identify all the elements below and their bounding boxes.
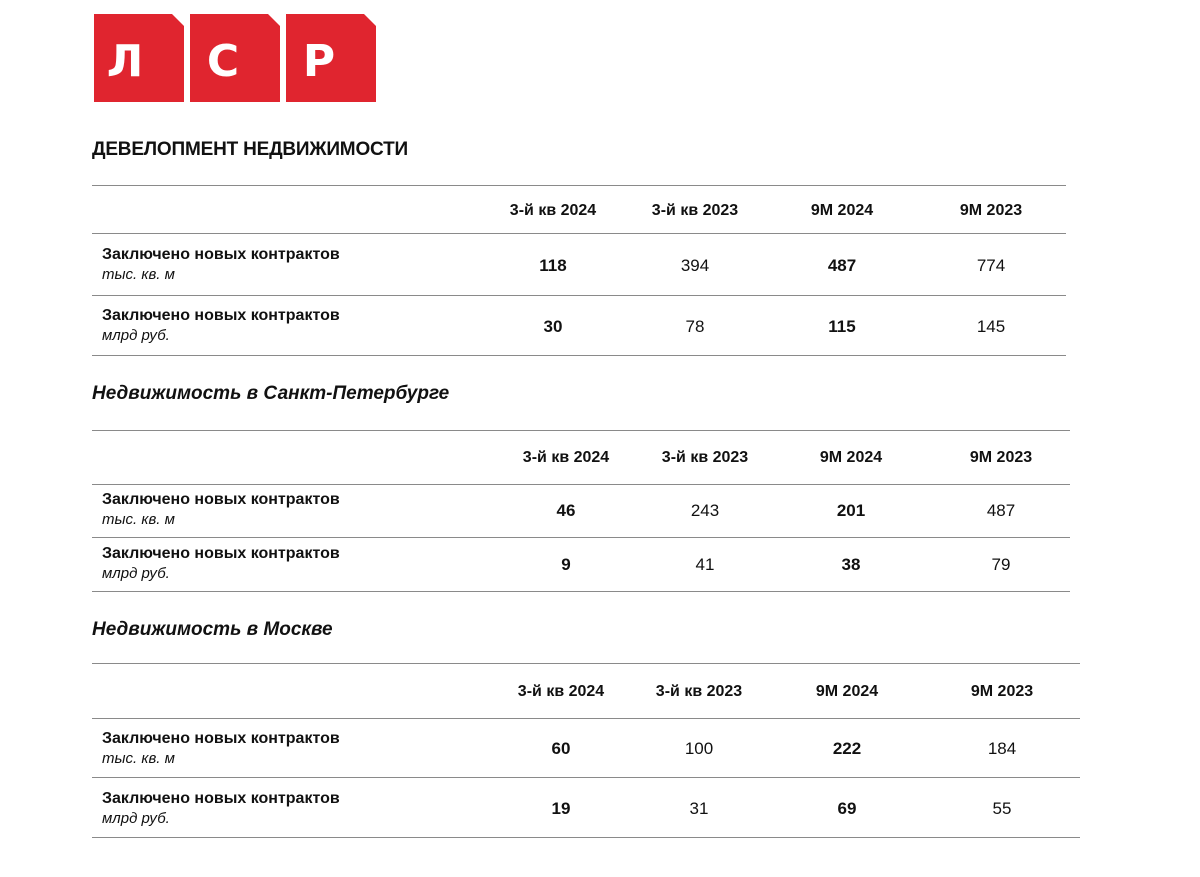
row-label: Заключено новых контрактов млрд руб.: [102, 306, 340, 346]
row-unit-text: млрд руб.: [102, 565, 170, 582]
lsr-logo: Л С Р: [94, 14, 376, 102]
table-cell: 115: [828, 317, 856, 336]
row-label: Заключено новых контрактов тыс. кв. м: [102, 490, 340, 530]
table-cell: 100: [684, 739, 714, 758]
table-cell: 222: [832, 739, 862, 758]
logo-letter-s: С: [207, 36, 239, 87]
row-label: Заключено новых контрактов млрд руб.: [102, 789, 340, 829]
row-label-text: Заключено новых контрактов: [102, 307, 340, 324]
table-cell: 46: [556, 501, 576, 520]
table-cell: 9: [561, 555, 571, 574]
col-header-q3-2023: 3-й кв 2023: [661, 449, 749, 466]
table-cell: 38: [841, 555, 861, 574]
table-cell: 243: [690, 501, 720, 520]
table-cell: 69: [837, 799, 857, 818]
row-label-text: Заключено новых контрактов: [102, 730, 340, 747]
table-cell: 79: [991, 555, 1011, 574]
section-spb-table: 3-й кв 2024 3-й кв 2023 9М 2024 9М 2023 …: [92, 430, 1070, 594]
row-unit-text: тыс. кв. м: [102, 511, 175, 528]
table-cell: 145: [976, 317, 1006, 336]
table-cell: 19: [551, 799, 571, 818]
row-rule: [92, 537, 1070, 538]
table-cell: 31: [689, 799, 709, 818]
col-header-q3-2024: 3-й кв 2024: [522, 449, 610, 466]
logo-letter-l: Л: [107, 36, 144, 87]
page-title: ДЕВЕЛОПМЕНТ НЕДВИЖИМОСТИ: [92, 139, 408, 160]
logo-block-3: [286, 14, 376, 102]
row-rule: [92, 777, 1080, 778]
table-cell: 774: [976, 256, 1006, 275]
row-unit-text: млрд руб.: [102, 810, 170, 827]
table-cell: 394: [680, 256, 710, 275]
header-rule: [92, 718, 1080, 719]
col-header-q3-2024: 3-й кв 2024: [517, 683, 605, 700]
col-header-q3-2023: 3-й кв 2023: [651, 202, 739, 219]
table-cell: 487: [986, 501, 1016, 520]
row-label-text: Заключено новых контрактов: [102, 246, 340, 263]
table-bottom-rule: [92, 591, 1070, 592]
row-rule: [92, 295, 1066, 296]
row-label: Заключено новых контрактов тыс. кв. м: [102, 729, 340, 769]
table-cell: 78: [685, 317, 705, 336]
logo-block-2: [190, 14, 280, 102]
table-cell: 118: [539, 256, 567, 275]
col-header-q3-2023: 3-й кв 2023: [655, 683, 743, 700]
table-top-rule: [92, 663, 1080, 664]
col-header-q3-2024: 3-й кв 2024: [509, 202, 597, 219]
row-unit-text: млрд руб.: [102, 327, 170, 344]
col-header-9m-2023: 9М 2023: [970, 683, 1034, 700]
col-header-9m-2024: 9М 2024: [810, 202, 874, 219]
section-title-spb: Недвижимость в Санкт-Петербурге: [92, 383, 450, 404]
section-title-moscow: Недвижимость в Москве: [92, 619, 333, 640]
row-label: Заключено новых контрактов млрд руб.: [102, 544, 340, 584]
table-cell: 41: [695, 555, 715, 574]
table-cell: 487: [827, 256, 857, 275]
table-cell: 184: [987, 739, 1017, 758]
row-label-text: Заключено новых контрактов: [102, 545, 340, 562]
logo-letter-r: Р: [303, 36, 335, 87]
table-cell: 55: [992, 799, 1012, 818]
section-development-table: 3-й кв 2024 3-й кв 2023 9М 2024 9М 2023 …: [92, 185, 1066, 357]
row-label: Заключено новых контрактов тыс. кв. м: [102, 245, 340, 285]
col-header-9m-2023: 9М 2023: [969, 449, 1033, 466]
row-unit-text: тыс. кв. м: [102, 750, 175, 767]
table-cell: 201: [836, 501, 866, 520]
col-header-9m-2023: 9М 2023: [959, 202, 1023, 219]
header-rule: [92, 484, 1070, 485]
header-rule: [92, 233, 1066, 234]
logo-block-1: [94, 14, 184, 102]
col-header-9m-2024: 9М 2024: [815, 683, 879, 700]
row-label-text: Заключено новых контрактов: [102, 790, 340, 807]
table-top-rule: [92, 185, 1066, 186]
row-unit-text: тыс. кв. м: [102, 266, 175, 283]
table-cell: 60: [551, 739, 571, 758]
row-label-text: Заключено новых контрактов: [102, 491, 340, 508]
col-header-9m-2024: 9М 2024: [819, 449, 883, 466]
table-bottom-rule: [92, 837, 1080, 838]
table-bottom-rule: [92, 355, 1066, 356]
table-cell: 30: [543, 317, 563, 336]
table-top-rule: [92, 430, 1070, 431]
section-moscow-table: 3-й кв 2024 3-й кв 2023 9М 2024 9М 2023 …: [92, 663, 1080, 841]
